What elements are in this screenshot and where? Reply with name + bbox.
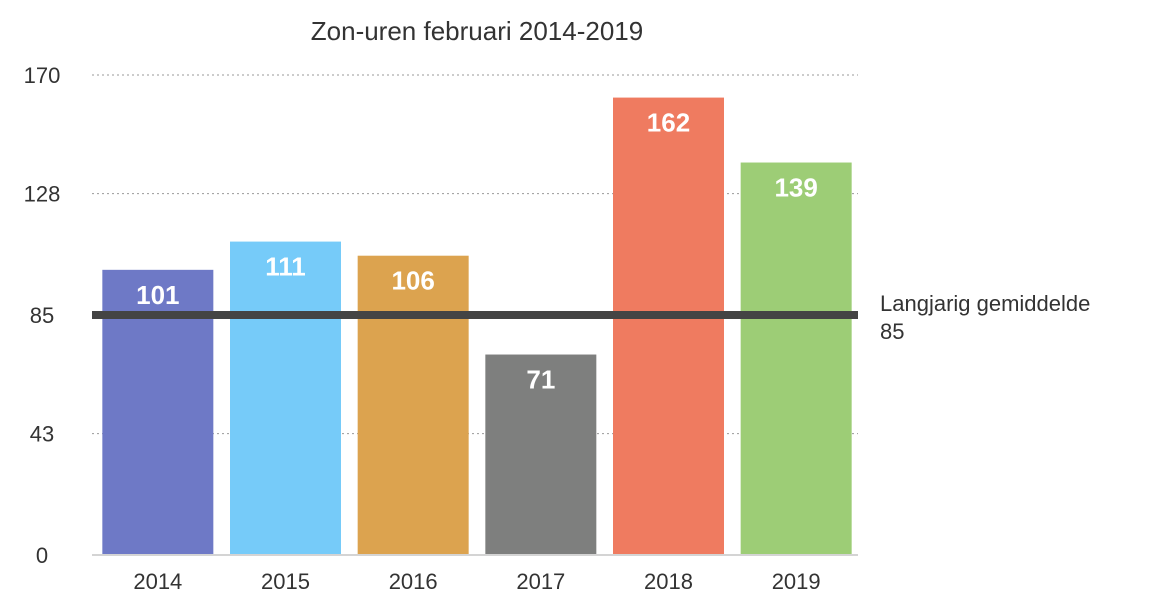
x-tick-label: 2018: [644, 569, 693, 594]
x-axis-ticks: 2014 2015 2016 2017 2018 2019: [133, 569, 820, 594]
y-tick-label: 85: [30, 303, 54, 328]
y-tick-label: 170: [24, 63, 61, 88]
y-tick-label: 0: [36, 543, 48, 568]
y-tick-label: 43: [30, 422, 54, 447]
bars: 101 111 106 71 162 139: [102, 97, 852, 555]
bar-data-label: 139: [774, 173, 817, 203]
bar-data-label: 71: [526, 365, 555, 395]
y-axis-ticks: 0 43 85 128 170: [24, 63, 61, 568]
bar-2019: [740, 162, 852, 554]
y-tick-label: 128: [24, 182, 61, 207]
x-tick-label: 2016: [389, 569, 438, 594]
x-tick-label: 2017: [516, 569, 565, 594]
bar-data-label: 101: [136, 280, 179, 310]
bar-2016: [357, 255, 469, 555]
bar-2015: [230, 241, 341, 554]
reference-line-value: 85: [880, 319, 904, 344]
bar-data-label: 106: [391, 266, 434, 296]
chart-title: Zon-uren februari 2014-2019: [311, 16, 643, 46]
x-tick-label: 2019: [772, 569, 821, 594]
x-tick-label: 2015: [261, 569, 310, 594]
bar-2018: [613, 97, 724, 555]
reference-line-label: Langjarig gemiddelde: [880, 291, 1090, 316]
bar-data-label: 162: [647, 108, 690, 138]
bar-2017: [485, 354, 597, 554]
x-tick-label: 2014: [133, 569, 182, 594]
bar-data-label: 111: [265, 252, 306, 282]
